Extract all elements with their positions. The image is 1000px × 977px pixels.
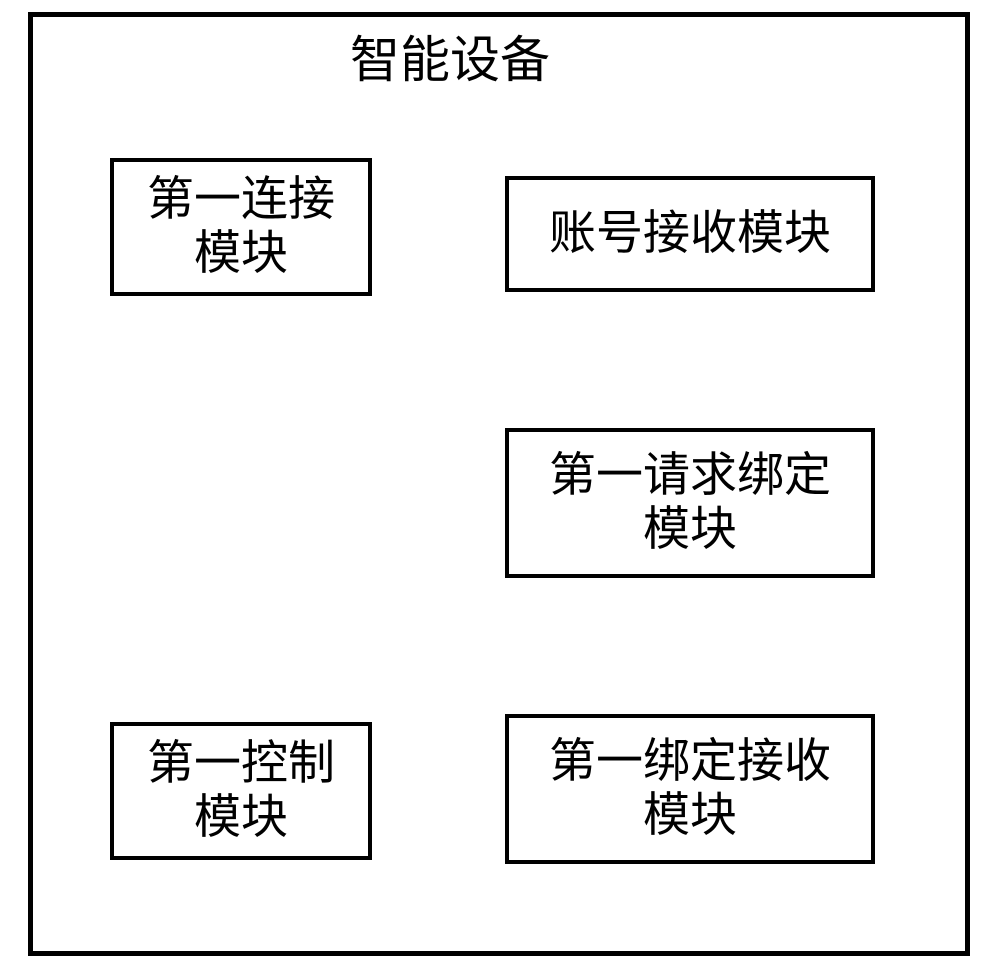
first-bind-receive-module: 第一绑定接收 模块 — [505, 714, 875, 864]
first-request-bind-module: 第一请求绑定 模块 — [505, 428, 875, 578]
first-connection-module: 第一连接 模块 — [110, 158, 372, 296]
first-control-module: 第一控制 模块 — [110, 722, 372, 860]
diagram-title: 智能设备 — [350, 20, 550, 92]
account-receive-module: 账号接收模块 — [505, 176, 875, 292]
